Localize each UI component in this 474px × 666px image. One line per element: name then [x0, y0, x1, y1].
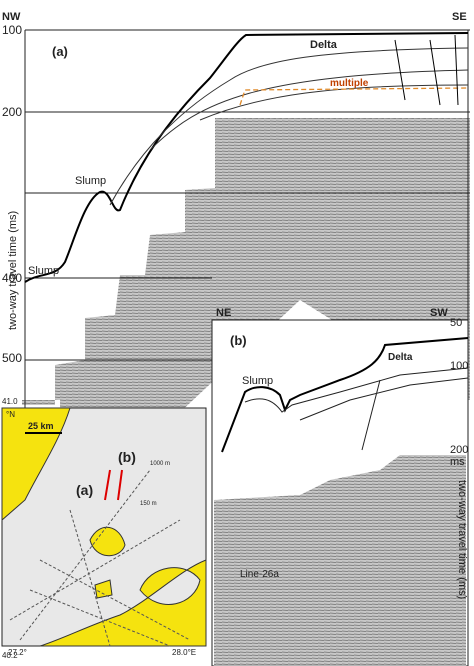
lon-right: 28.0°E — [172, 648, 196, 657]
slump-upper: Slump — [75, 175, 106, 187]
scale: 25 km — [28, 421, 54, 431]
lat-top: 41.0 — [2, 397, 18, 406]
delta-b: Delta — [388, 352, 413, 363]
map-label-a: (a) — [76, 482, 93, 498]
label-b: (b) — [230, 333, 247, 348]
seafloor-a — [24, 32, 469, 283]
lat-top-unit: °N — [6, 410, 15, 419]
reflector-b — [244, 367, 469, 451]
tick-b: 200 — [450, 444, 468, 456]
slump-lower: Slump — [28, 265, 59, 277]
tick-a: 500 — [2, 351, 22, 365]
survey-lines — [9, 469, 191, 647]
land — [1, 407, 207, 647]
delta-a: Delta — [310, 39, 338, 51]
nw: NW — [2, 11, 21, 23]
seismic-texture-b — [214, 455, 466, 666]
multiple: multiple — [330, 78, 369, 89]
slump-b: Slump — [242, 375, 273, 387]
lat-bottom: 40.2 — [2, 651, 18, 660]
map-label-b: (b) — [118, 449, 136, 465]
tick-a: 200 — [2, 105, 22, 119]
tick-a: 100 — [2, 23, 22, 37]
tick-a: 400 — [2, 271, 22, 285]
lon-left: 27.2° — [8, 648, 27, 657]
multiple-line — [239, 87, 469, 106]
line-b — [117, 469, 123, 501]
tick-b: 100 — [450, 360, 468, 372]
depth-1000: 1000 m — [150, 461, 170, 467]
tick-b-unit: ms — [450, 456, 465, 468]
axis-title-a: two-way travel time (ms) — [7, 211, 19, 330]
seafloor-b — [221, 337, 469, 453]
line-name: Line-26a — [240, 569, 279, 580]
line-a — [104, 469, 111, 501]
ne: NE — [216, 307, 231, 319]
axis-title-b: two-way travel time (ms) — [456, 480, 468, 599]
reflector-a — [109, 47, 469, 206]
tick-b: 50 — [450, 317, 462, 329]
sw: SW — [430, 307, 448, 319]
se: SE — [452, 11, 467, 23]
faults-a — [394, 34, 459, 106]
depth-150: 150 m — [140, 501, 157, 507]
label-a: (a) — [52, 44, 68, 59]
